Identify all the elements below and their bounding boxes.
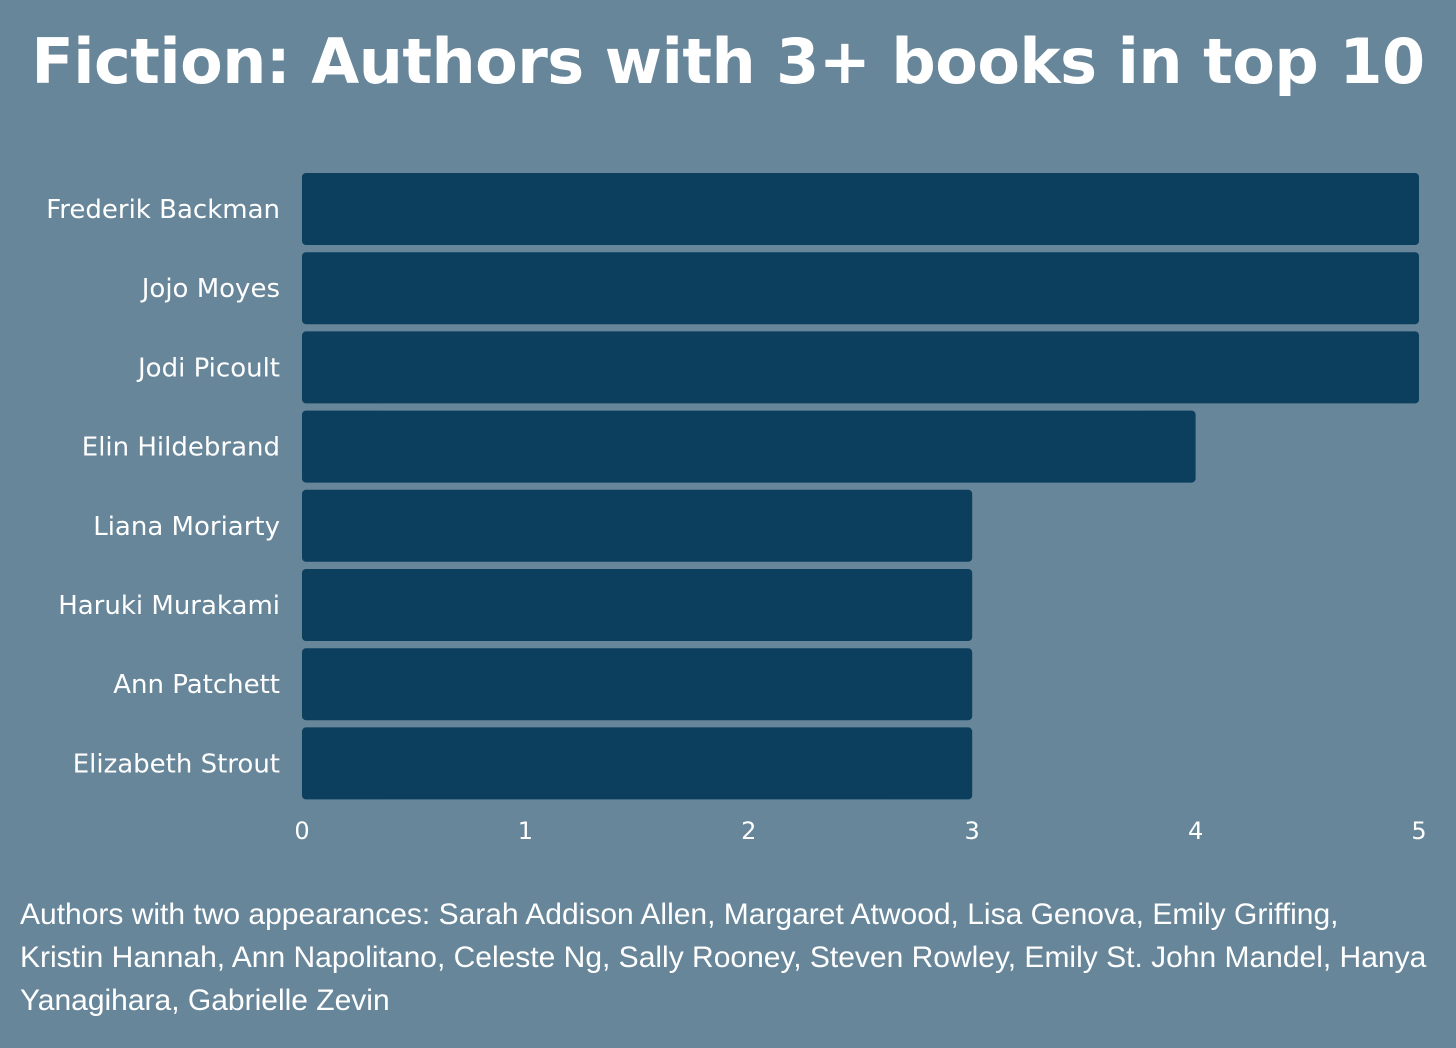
bar-chart: Frederik Backman Jojo Moyes Jodi Picoult El…: [46, 173, 1427, 845]
x-tick-4: 4: [1188, 817, 1203, 845]
y-label-elizabeth-strout: Elizabeth Strout: [73, 749, 280, 779]
y-label-haruki-murakami: Haruki Murakami: [58, 591, 280, 621]
x-tick-1: 1: [518, 817, 533, 845]
bar-jodi-picoult: [302, 331, 1419, 404]
footnote: Authors with two appearances: Sarah Addi…: [20, 898, 1427, 1017]
y-label-frederik-backman: Frederik Backman: [46, 195, 280, 225]
bars-group: [302, 173, 1419, 800]
y-label-ann-patchett: Ann Patchett: [113, 670, 280, 700]
bar-elizabeth-strout: [302, 727, 973, 800]
x-tick-2: 2: [741, 817, 756, 845]
y-label-jojo-moyes: Jojo Moyes: [140, 274, 280, 304]
y-axis-labels: Frederik Backman Jojo Moyes Jodi Picoult El…: [46, 195, 280, 779]
y-label-liana-moriarty: Liana Moriarty: [93, 512, 280, 542]
x-tick-3: 3: [965, 817, 980, 845]
x-tick-5: 5: [1411, 817, 1426, 845]
x-axis-ticks: 0 1 2 3 4 5: [294, 817, 1426, 845]
y-label-jodi-picoult: Jodi Picoult: [136, 353, 280, 383]
bar-ann-patchett: [302, 648, 973, 721]
bar-elin-hildebrand: [302, 410, 1196, 483]
chart-title: Fiction: Authors with 3+ books in top 10: [31, 25, 1425, 98]
bar-liana-moriarty: [302, 489, 973, 562]
bar-jojo-moyes: [302, 252, 1419, 325]
bar-frederik-backman: [302, 173, 1419, 245]
y-label-elin-hildebrand: Elin Hildebrand: [82, 433, 280, 463]
x-tick-0: 0: [294, 817, 309, 845]
bar-haruki-murakami: [302, 569, 973, 641]
